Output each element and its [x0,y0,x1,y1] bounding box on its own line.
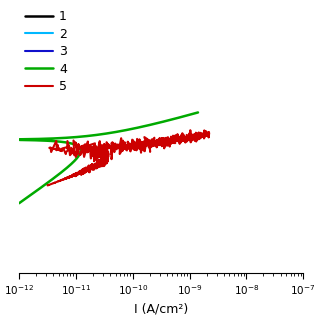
4 [19,200,23,204]
4 [17,201,21,205]
5 [207,131,211,135]
5 [100,146,104,149]
4 [107,131,111,135]
Line: 4: 4 [19,112,198,203]
5 [46,183,50,187]
4 [196,110,200,114]
4 [53,175,57,179]
4 [43,183,46,187]
4 [50,178,53,182]
5 [84,168,87,172]
5 [103,155,107,159]
X-axis label: I (A/cm²): I (A/cm²) [134,303,188,316]
5 [89,167,93,171]
Legend: 1, 2, 3, 4, 5: 1, 2, 3, 4, 5 [23,8,69,95]
Line: 5: 5 [48,130,209,185]
5 [97,149,101,153]
5 [188,128,192,132]
5 [68,175,72,179]
4 [73,159,77,163]
